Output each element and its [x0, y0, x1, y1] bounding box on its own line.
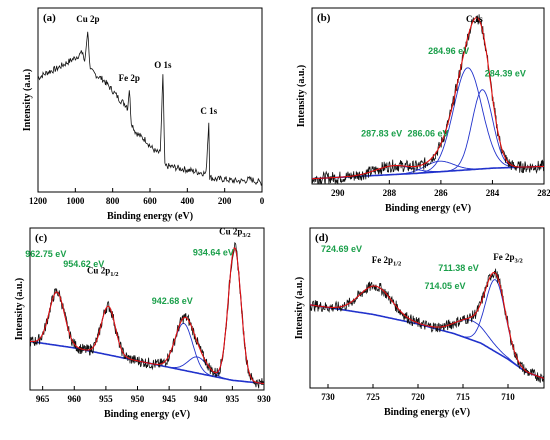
x-tick-label: 955 [99, 394, 113, 404]
panel-3: 730 725 720 715 710 Binding energy (eV) Intens… [294, 227, 545, 418]
x-axis-label: Binding energy (eV) [107, 211, 193, 222]
x-tick-label: 940 [194, 394, 208, 404]
x-tick-label: 950 [131, 394, 145, 404]
fit-envelope-line [312, 16, 544, 180]
y-axis-label: Intensity (a.u.) [22, 69, 33, 132]
peak-title-subscript: 3/2 [514, 258, 522, 265]
x-tick-label: 284 [486, 188, 500, 198]
x-tick-label: 400 [181, 196, 195, 206]
peak-position-label: 286.06 eV [407, 128, 448, 138]
peak-title: C 1s [466, 14, 483, 24]
x-tick-label: 200 [218, 196, 232, 206]
survey-spectrum-line [38, 31, 262, 186]
peak-title-subscript: 1/2 [110, 271, 118, 278]
peak-position-label: 284.39 eV [485, 69, 526, 79]
peak-position-label: 954.62 eV [63, 259, 104, 269]
x-tick-label: 715 [456, 392, 470, 402]
x-tick-label: 960 [68, 394, 82, 404]
x-tick-label: 286 [434, 188, 448, 198]
x-tick-label: 930 [257, 394, 271, 404]
peak-label: Cu 2p [76, 14, 99, 24]
peak-title: Fe 2p3/2 [493, 252, 523, 265]
fit-envelope-line [30, 247, 264, 385]
x-tick-label: 935 [226, 394, 240, 404]
peak-label: O 1s [154, 60, 172, 70]
panel-1: 290 288 286 284 282 Binding energy (eV) Intens… [296, 7, 550, 214]
x-tick-label: 1200 [29, 196, 48, 206]
plot-frame [311, 7, 545, 185]
peak-position-label: 942.68 eV [152, 296, 193, 306]
peak-title-subscript: 1/2 [393, 261, 401, 268]
peak-label: C 1s [200, 106, 217, 116]
x-tick-label: 720 [411, 392, 425, 402]
peak-position-label: 711.38 eV [438, 263, 479, 273]
background-line [310, 304, 544, 380]
x-tick-label: 945 [162, 394, 176, 404]
panel-label: (a) [43, 12, 56, 24]
component-peak-line [30, 322, 264, 384]
raw-spectrum-line [312, 14, 544, 184]
x-axis-label: Binding energy (eV) [104, 409, 190, 420]
x-tick-label: 725 [366, 392, 380, 402]
peak-title: Fe 2p1/2 [372, 255, 402, 268]
panel-label: (d) [315, 232, 329, 244]
plot-frame [29, 227, 265, 391]
peak-title-main: Cu 2p [87, 265, 110, 275]
x-axis-label: Binding energy (eV) [385, 203, 471, 214]
y-axis-label: Intensity (a.u.) [14, 278, 25, 341]
x-tick-label: 710 [501, 392, 515, 402]
x-tick-label: 600 [143, 196, 157, 206]
peak-title-main: Cu 2p [219, 226, 242, 236]
peak-position-label: 962.75 eV [25, 249, 66, 259]
panel-0: 1200 1000 800 600 400 200 0 Binding energy (eV)… [22, 7, 265, 222]
plot-area [310, 268, 544, 383]
component-peak-line [310, 304, 544, 379]
peak-title: Cu 2p1/2 [87, 265, 119, 278]
peak-position-label: 284.96 eV [428, 46, 469, 56]
peak-title-main: Fe 2p [372, 255, 393, 265]
plot-area [312, 14, 544, 184]
x-tick-label: 290 [331, 188, 345, 198]
y-axis-label: Intensity (a.u.) [296, 65, 307, 128]
x-tick-label: 730 [321, 392, 335, 402]
peak-position-label: 724.69 eV [321, 244, 362, 254]
peak-label: Fe 2p [119, 73, 140, 83]
plot-frame [37, 7, 263, 193]
panel-label: (c) [35, 232, 48, 244]
x-tick-label: 282 [537, 188, 550, 198]
x-tick-label: 0 [260, 196, 265, 206]
x-tick-label: 1000 [66, 196, 85, 206]
peak-position-label: 934.64 eV [193, 248, 234, 258]
y-axis-label: Intensity (a.u.) [294, 277, 305, 340]
peak-title: Cu 2p3/2 [219, 226, 251, 239]
peak-title-main: Fe 2p [493, 252, 514, 262]
fit-envelope-line [310, 271, 544, 379]
panel-2: 965 960 955 950 945 940 935 930 Binding energy (… [14, 226, 271, 420]
x-tick-label: 800 [106, 196, 120, 206]
plot-area [30, 242, 264, 389]
peak-position-label: 287.83 eV [361, 128, 402, 138]
x-axis-label: Binding energy (eV) [384, 407, 470, 418]
plot-area [38, 31, 262, 186]
peak-position-label: 714.05 eV [424, 281, 465, 291]
peak-title-subscript: 3/2 [242, 232, 250, 239]
x-tick-label: 965 [36, 394, 50, 404]
component-peak-line [30, 291, 264, 384]
panel-label: (b) [317, 12, 331, 24]
x-tick-label: 288 [383, 188, 397, 198]
